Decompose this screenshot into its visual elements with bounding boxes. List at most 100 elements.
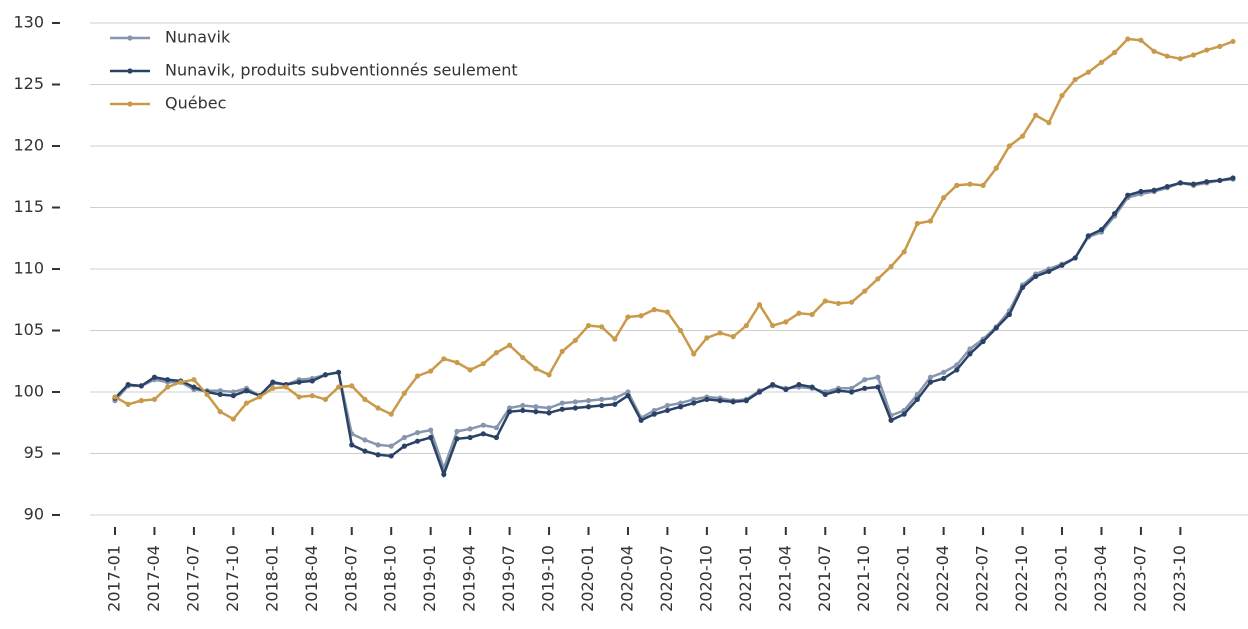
data-point: [941, 369, 947, 375]
y-tick-label: 110: [13, 259, 44, 278]
data-point: [546, 405, 552, 411]
data-point: [362, 396, 368, 402]
x-tick-label: 2021-01: [736, 545, 755, 612]
data-point: [1085, 69, 1091, 75]
data-point: [454, 359, 460, 366]
data-point: [428, 434, 434, 441]
data-point: [112, 394, 118, 400]
data-point: [796, 382, 802, 388]
data-point: [559, 406, 565, 412]
data-point: [599, 402, 605, 409]
data-point: [243, 400, 250, 406]
data-point: [756, 389, 763, 395]
x-tick-label: 2020-07: [657, 545, 676, 612]
data-point: [664, 407, 671, 414]
data-point: [178, 379, 184, 385]
y-tick-label: 125: [13, 74, 44, 93]
data-point: [546, 410, 552, 416]
data-point: [506, 342, 513, 348]
data-point: [927, 218, 934, 224]
legend-label: Québec: [165, 94, 226, 113]
data-point: [717, 330, 723, 336]
data-point: [1138, 188, 1144, 195]
data-point: [375, 442, 381, 448]
data-point: [1190, 181, 1197, 187]
data-point: [493, 350, 500, 356]
data-point: [1125, 192, 1131, 198]
x-tick-label: 2023-07: [1130, 545, 1149, 612]
y-tick-label: 105: [13, 320, 44, 339]
data-point: [1138, 37, 1144, 43]
data-point: [336, 369, 342, 375]
data-point: [1006, 143, 1013, 149]
data-point: [401, 434, 407, 441]
x-tick-label: 2021-04: [775, 545, 794, 612]
x-tick-label: 2023-10: [1170, 545, 1189, 612]
data-point: [349, 383, 355, 389]
data-point: [638, 417, 644, 423]
x-tick-label: 2019-04: [460, 545, 479, 612]
data-point: [546, 372, 552, 378]
y-tick-label: 120: [13, 136, 44, 155]
data-point: [954, 367, 960, 373]
data-point: [585, 322, 592, 329]
data-point: [559, 400, 565, 406]
data-point: [651, 306, 657, 313]
data-point: [862, 288, 868, 294]
data-point: [1230, 38, 1236, 45]
data-point: [151, 396, 158, 402]
data-point: [967, 351, 973, 357]
data-point: [1151, 187, 1157, 193]
data-point: [848, 299, 855, 305]
data-point: [1151, 48, 1157, 54]
data-point: [638, 313, 644, 319]
data-point: [664, 402, 671, 409]
data-point: [401, 390, 407, 396]
y-tick-label: 130: [13, 13, 44, 32]
series-line: [114, 37, 1234, 421]
data-point: [1204, 47, 1210, 53]
data-point: [1046, 120, 1052, 126]
legend-label: Nunavik, produits subventionnés seulemen…: [165, 61, 518, 80]
data-point: [993, 325, 999, 331]
legend-label: Nunavik: [165, 28, 231, 47]
data-point: [533, 366, 539, 372]
data-point: [1112, 211, 1118, 217]
x-tick-label: 2018-07: [341, 545, 360, 612]
data-point: [506, 405, 513, 411]
data-point: [559, 348, 565, 355]
data-point: [1217, 177, 1223, 184]
data-point: [612, 336, 618, 342]
data-point: [270, 385, 276, 391]
data-point: [1072, 255, 1078, 261]
data-point: [257, 394, 263, 400]
data-point: [270, 379, 276, 385]
data-point: [862, 377, 868, 383]
data-point: [493, 434, 500, 441]
data-point: [941, 375, 947, 382]
data-point: [283, 384, 289, 390]
data-point: [599, 396, 605, 402]
data-point: [1190, 52, 1197, 58]
data-point: [1085, 233, 1091, 239]
data-point: [230, 416, 236, 422]
data-point: [1177, 56, 1183, 62]
data-point: [875, 276, 881, 282]
data-point: [138, 383, 144, 389]
data-point: [217, 409, 223, 415]
data-point: [612, 401, 618, 407]
data-point: [520, 354, 526, 361]
data-point: [1059, 262, 1065, 268]
data-point: [414, 373, 421, 379]
data-point: [428, 368, 434, 374]
data-point: [993, 165, 999, 171]
data-point: [743, 398, 749, 404]
data-point: [428, 427, 434, 433]
data-point: [388, 453, 394, 459]
data-point: [151, 374, 158, 380]
data-point: [783, 319, 789, 325]
data-point: [362, 448, 368, 454]
data-point: [625, 389, 631, 395]
x-tick-label: 2020-01: [578, 545, 597, 612]
